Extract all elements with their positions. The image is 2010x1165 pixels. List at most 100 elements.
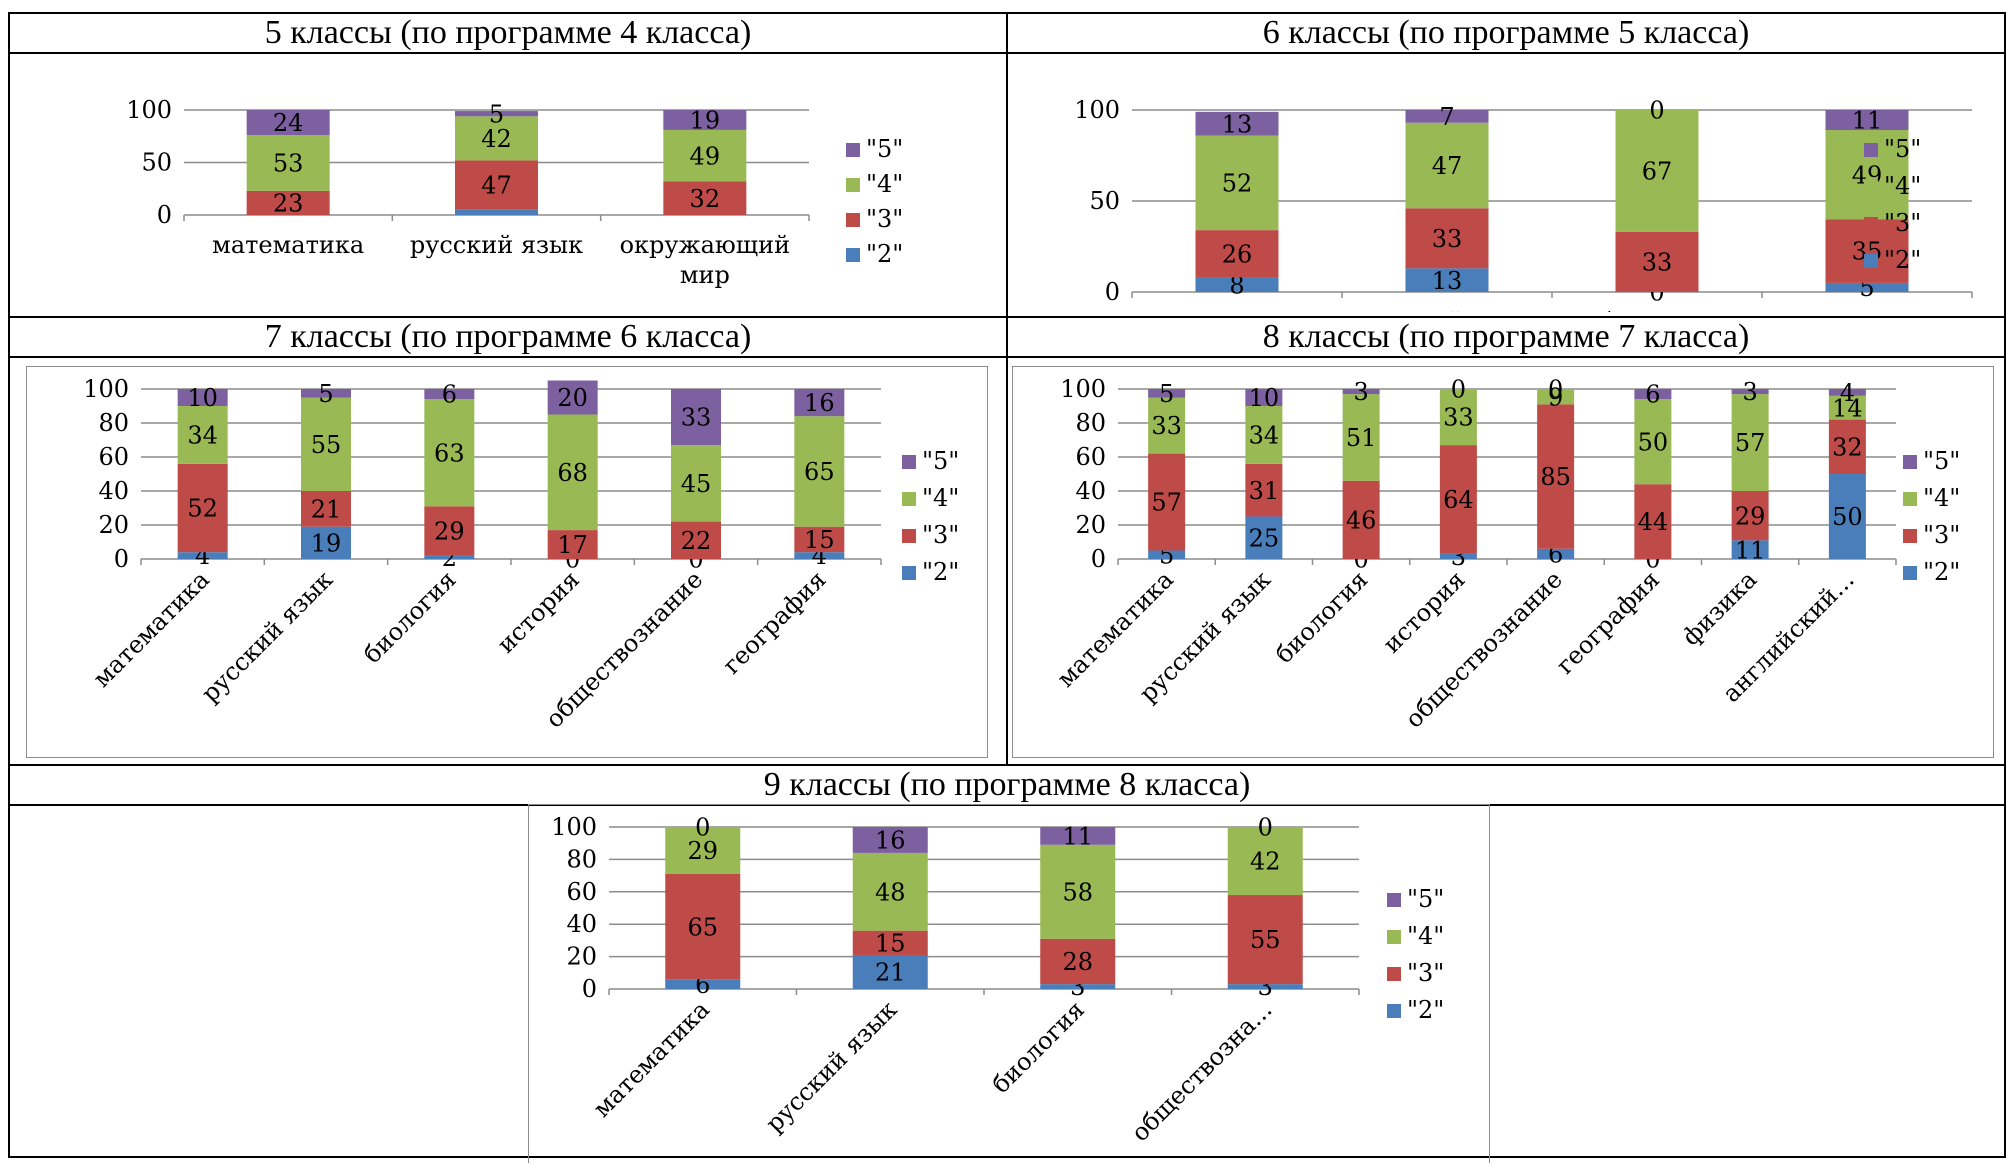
x-tick-label: математика (1161, 308, 1313, 312)
legend-label: "5" (1923, 447, 1960, 475)
bar-segment (1828, 395, 1866, 420)
x-tick-label: биология (1598, 308, 1716, 312)
data-label: 19 (311, 529, 342, 557)
bar-segment (1828, 474, 1866, 559)
data-label: 15 (804, 526, 835, 554)
bar-segment (852, 827, 928, 853)
data-label: 13 (1222, 110, 1253, 138)
legend-swatch (1387, 893, 1401, 907)
chart-6-classes: 050100826521313334770336705354911математ… (1074, 96, 1973, 336)
data-label: 19 (690, 107, 721, 135)
bar-segment (852, 930, 928, 955)
data-label: 46 (1346, 507, 1377, 535)
data-label: 42 (481, 125, 512, 153)
data-label: 50 (1638, 428, 1669, 456)
bar-segment (1537, 404, 1575, 549)
y-tick-label: 0 (1105, 278, 1120, 306)
chart-7-classes: 0204060801004523410192155522963601768200… (83, 375, 959, 734)
bar-segment (301, 526, 351, 559)
bar-segment (1245, 406, 1283, 464)
legend-swatch (1387, 930, 1401, 944)
data-label: 47 (481, 172, 512, 200)
bar-segment (1615, 110, 1699, 232)
bar-segment (1439, 445, 1477, 554)
y-tick-label: 80 (566, 845, 597, 873)
data-label: 0 (1451, 376, 1466, 404)
bar-segment (794, 416, 845, 527)
y-tick-label: 40 (566, 910, 597, 938)
data-label: 29 (687, 837, 718, 865)
data-label: 9 (1548, 383, 1563, 411)
chart-8-classes: 0204060801005573352531341004651336433068… (1052, 375, 1961, 734)
bar-segment (1040, 827, 1116, 845)
legend-label: "3" (1923, 521, 1960, 549)
chart-cell-9: 0 20 40 60 80 100 6 65 29 0 21 15 48 16 3 28 58 11 3 55 42 0 м… (8, 804, 2006, 1163)
bar-segment (671, 445, 721, 522)
bar-segment (852, 954, 928, 989)
legend-swatch (1864, 217, 1878, 231)
data-label: 13 (1432, 267, 1463, 295)
legend-label: "3" (866, 205, 903, 233)
bar-segment (665, 873, 741, 980)
legend-label: "5" (1884, 135, 1921, 163)
bar-segment (1828, 389, 1866, 396)
bar-segment (547, 530, 598, 559)
bar-segment (1148, 397, 1186, 454)
bar-segment (1227, 984, 1303, 989)
y-tick-label: 80 (1075, 409, 1106, 437)
data-label: 55 (311, 431, 342, 459)
x-tick-label: математика (588, 995, 715, 1122)
data-label: 10 (1249, 384, 1280, 412)
y-tick-label: 100 (126, 96, 172, 124)
data-label: 3 (1353, 378, 1368, 406)
bar-segment (1634, 399, 1672, 485)
legend-label: "4" (1884, 172, 1921, 200)
data-label: 49 (690, 142, 721, 170)
section-title-6: 6 классы (по программе 5 класса) (1006, 12, 2006, 54)
bar-segment (1634, 484, 1672, 559)
bar-segment (663, 181, 747, 215)
data-label: 26 (1222, 240, 1253, 268)
bar-segment (1405, 268, 1489, 292)
y-tick-label: 50 (1089, 187, 1120, 215)
x-tick-label: русский язык (1360, 308, 1533, 312)
legend-label: "4" (1407, 922, 1444, 950)
bar-segment (1148, 389, 1186, 398)
y-tick-label: 40 (98, 477, 129, 505)
legend-swatch (902, 455, 916, 469)
bar-segment (1825, 110, 1909, 131)
y-tick-label: 0 (114, 545, 129, 573)
data-label: 58 (1062, 878, 1093, 906)
bar-segment (1195, 277, 1279, 292)
data-label: 64 (1443, 486, 1474, 514)
bar-segment (1195, 135, 1279, 231)
x-tick-label: география (717, 565, 831, 679)
legend-swatch (1903, 529, 1917, 543)
section-title-9: 9 классы (по программе 8 класса) (8, 764, 2006, 806)
legend-label: "4" (1923, 484, 1960, 512)
data-label: 6 (1645, 381, 1660, 409)
y-tick-label: 60 (1075, 443, 1106, 471)
legend-label: "5" (866, 135, 903, 163)
data-label: 65 (804, 458, 835, 486)
data-label: 32 (1832, 433, 1863, 461)
data-label: 33 (1443, 404, 1474, 432)
data-label: 16 (804, 389, 835, 417)
bar-segment (663, 129, 747, 182)
y-tick-label: 0 (157, 201, 172, 229)
bar-segment (671, 389, 721, 446)
legend-swatch (1387, 967, 1401, 981)
bar-segment (1731, 394, 1769, 491)
data-label: 52 (1222, 169, 1253, 197)
x-tick-label: история (1378, 565, 1471, 658)
x-tick-label: история (1815, 308, 1919, 312)
x-tick-label: русский язык (760, 995, 902, 1137)
legend-swatch (1387, 1004, 1401, 1018)
legend-label: "3" (1884, 209, 1921, 237)
data-label: 51 (1346, 424, 1377, 452)
bar-segment (665, 827, 741, 874)
legend-label: "4" (866, 170, 903, 198)
data-label: 0 (1548, 376, 1563, 404)
bar-segment (1148, 453, 1186, 551)
bar-segment (1342, 480, 1380, 559)
